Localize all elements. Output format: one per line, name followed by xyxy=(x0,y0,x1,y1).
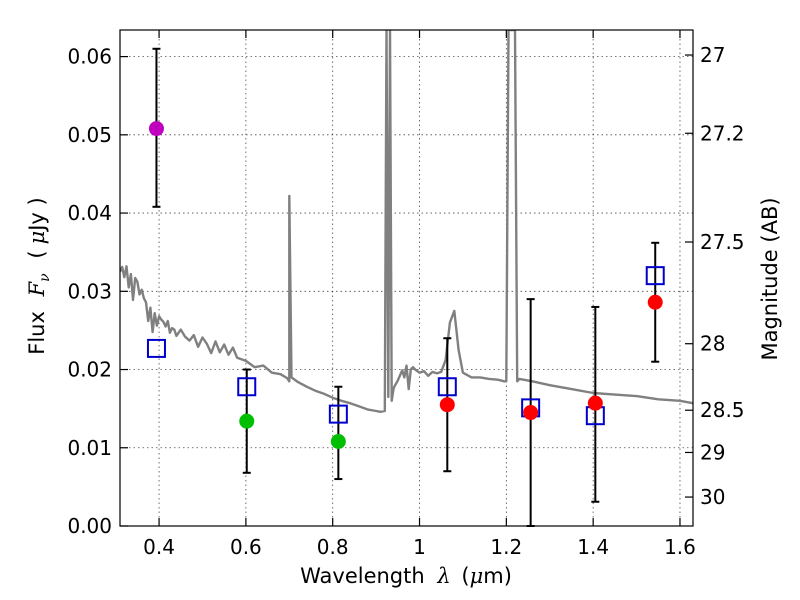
observed-flux-point xyxy=(239,413,255,429)
y2-tick-label: 28 xyxy=(700,332,725,356)
observed-flux-point xyxy=(647,294,663,310)
y-tick-label: 0.03 xyxy=(67,279,112,303)
x-axis-title: Wavelength λ (μm) xyxy=(300,564,512,588)
observed-flux-point xyxy=(523,405,539,421)
observed-flux-point xyxy=(148,121,164,137)
y2-tick-label: 27 xyxy=(700,43,725,67)
model-square-point xyxy=(146,338,166,358)
observed-flux-point xyxy=(330,434,346,450)
y-tick-label: 0.06 xyxy=(67,45,112,69)
x-tick-label: 0.6 xyxy=(230,535,262,559)
x-tick-label: 1.4 xyxy=(577,535,609,559)
axis-ticks: 0.4 0.6 0.8 1 1.2 1.4 1.6 0.00 0.01 0.02 0.03 0.04 0… xyxy=(67,30,745,559)
x-tick-label: 1.6 xyxy=(664,535,696,559)
data-marks xyxy=(146,47,665,527)
y2-axis-title: Magnitude (AB) xyxy=(758,197,782,360)
observed-flux-point xyxy=(587,395,603,411)
y2-tick-label: 27.5 xyxy=(700,230,745,254)
x-tick-label: 0.4 xyxy=(143,535,175,559)
x-tick-label: 1.2 xyxy=(490,535,522,559)
spectrum-line xyxy=(120,30,693,413)
y2-tick-label: 27.2 xyxy=(700,121,745,145)
observed-flux-point xyxy=(439,397,455,413)
x-tick-label: 1 xyxy=(413,535,426,559)
model-square-point xyxy=(645,266,665,286)
y-tick-label: 0.00 xyxy=(67,514,112,538)
y-axis-title: Flux Fν (μJy ) xyxy=(25,197,54,354)
plot-frame xyxy=(119,29,694,527)
model-square-point xyxy=(437,377,457,397)
model-square-point xyxy=(237,377,257,397)
y2-tick-label: 29 xyxy=(700,440,725,464)
y-tick-label: 0.04 xyxy=(67,201,112,225)
y-tick-label: 0.02 xyxy=(67,358,112,382)
y2-tick-label: 30 xyxy=(700,485,725,509)
model-square-point xyxy=(328,404,348,424)
x-tick-label: 0.8 xyxy=(317,535,349,559)
y-tick-label: 0.05 xyxy=(67,123,112,147)
y2-tick-label: 28.5 xyxy=(700,398,745,422)
y-tick-label: 0.01 xyxy=(67,436,112,460)
